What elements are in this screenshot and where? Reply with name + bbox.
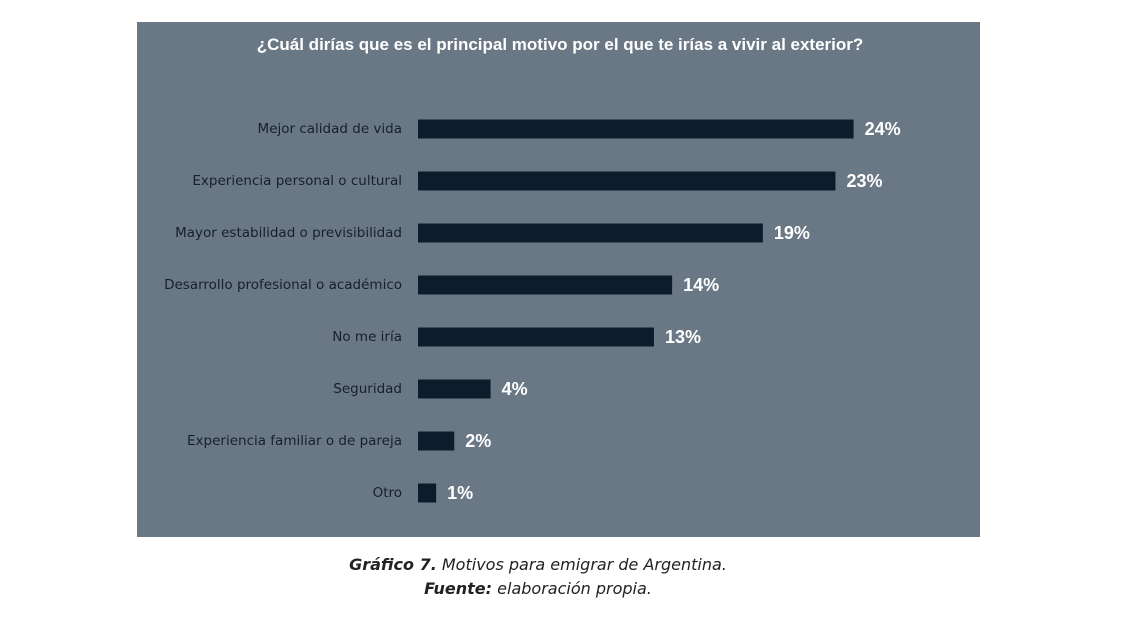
caption: Gráfico 7. Motivos para emigrar de Argen… xyxy=(0,553,1076,601)
value-label: 24% xyxy=(865,119,901,139)
bar xyxy=(418,327,654,347)
bar xyxy=(418,275,673,295)
category-label: Experiencia personal o cultural xyxy=(192,173,402,189)
caption-line: Gráfico 7. Motivos para emigrar de Argen… xyxy=(0,553,1076,577)
source-label: Fuente: xyxy=(424,579,493,598)
category-label: Otro xyxy=(373,485,402,501)
bar xyxy=(418,431,455,451)
caption-line: Fuente: elaboración propia. xyxy=(0,577,1076,601)
category-label: Mejor calidad de vida xyxy=(258,121,402,137)
bar xyxy=(418,223,763,243)
category-label: Seguridad xyxy=(333,381,402,397)
bar xyxy=(418,119,854,139)
value-label: 19% xyxy=(774,223,810,243)
value-label: 13% xyxy=(665,327,701,347)
value-label: 2% xyxy=(465,431,491,451)
value-label: 14% xyxy=(683,275,719,295)
source-text: elaboración propia. xyxy=(497,579,652,598)
bar xyxy=(418,379,491,399)
category-label: Desarrollo profesional o académico xyxy=(164,277,402,293)
category-label: Mayor estabilidad o previsibilidad xyxy=(175,225,402,241)
value-label: 4% xyxy=(502,379,528,399)
chart-title: ¿Cuál dirías que es el principal motivo … xyxy=(256,35,864,54)
value-label: 1% xyxy=(447,483,473,503)
category-label: No me iría xyxy=(332,329,402,345)
figure-label: Gráfico 7. xyxy=(349,555,437,574)
bar xyxy=(418,171,836,191)
bar xyxy=(418,483,437,503)
category-label: Experiencia familiar o de pareja xyxy=(187,433,402,449)
figure-text: Motivos para emigrar de Argentina. xyxy=(441,555,727,574)
value-label: 23% xyxy=(846,171,882,191)
